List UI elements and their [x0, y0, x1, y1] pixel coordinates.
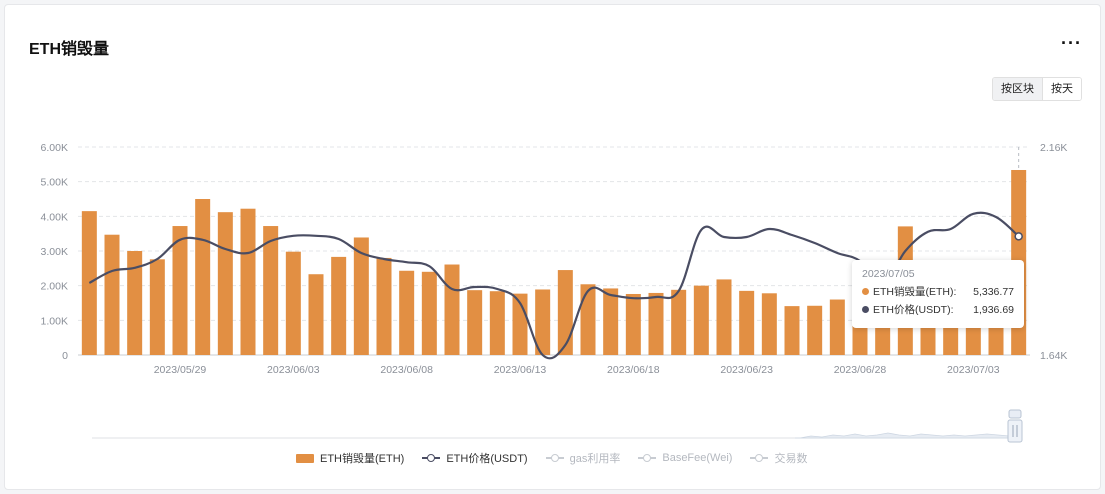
legend-label-gas: gas利用率 — [569, 453, 621, 465]
bar — [739, 290, 755, 355]
x-tick-label: 2023/06/23 — [720, 364, 773, 376]
toggle-by-block[interactable]: 按区块 — [993, 78, 1042, 100]
bar — [353, 237, 369, 355]
bar — [693, 285, 709, 355]
bar — [557, 270, 573, 355]
x-tick-label: 2023/06/08 — [380, 364, 433, 376]
legend-label-tx: 交易数 — [774, 453, 808, 465]
bar — [149, 259, 165, 355]
y-right-tick-label: 1.64K — [1040, 350, 1067, 362]
bar — [376, 257, 392, 355]
y-left-tick-label: 1.00K — [41, 315, 68, 327]
y-left-tick-label: 0 — [62, 350, 68, 362]
zoom-slider[interactable] — [92, 409, 1023, 443]
legend-item-price[interactable]: ETH价格(USDT) — [422, 450, 528, 466]
legend-label-basefee: BaseFee(Wei) — [662, 452, 733, 464]
y-right-axis: 1.64K 2.16K — [1040, 142, 1067, 362]
y-left-tick-label: 5.00K — [41, 177, 68, 189]
legend-item-tx[interactable]: 交易数 — [750, 450, 807, 466]
tooltip-value-burn: 5,336.77 — [973, 285, 1014, 298]
tooltip-row-price: ETH价格(USDT): 1,936.69 — [862, 302, 1014, 317]
legend-item-basefee[interactable]: BaseFee(Wei) — [638, 452, 732, 464]
bar — [761, 293, 777, 355]
more-options-button[interactable]: ··· — [1061, 33, 1082, 53]
tooltip-dot-price — [862, 306, 869, 313]
y-right-tick-label: 2.16K — [1040, 142, 1067, 154]
zoom-handle-top — [1008, 409, 1022, 419]
legend-swatch-tx — [750, 453, 769, 463]
x-tick-label: 2023/05/29 — [154, 364, 207, 376]
y-left-tick-label: 4.00K — [41, 211, 68, 223]
price-point-highlight — [1014, 232, 1023, 241]
bar — [172, 226, 188, 355]
tooltip-row-burn: ETH销毁量(ETH): 5,336.77 — [862, 284, 1014, 299]
zoom-mini-area — [795, 432, 1011, 439]
zoom-handle — [1007, 419, 1023, 443]
bar — [195, 199, 211, 355]
bar — [217, 212, 233, 355]
tooltip-value-price: 1,936.69 — [973, 303, 1014, 316]
legend-swatch-basefee — [638, 453, 657, 463]
legend-item-gas[interactable]: gas利用率 — [545, 450, 621, 466]
bar — [807, 305, 823, 355]
y-left-tick-label: 2.00K — [41, 281, 68, 293]
bar — [263, 226, 279, 355]
x-tick-label: 2023/06/28 — [834, 364, 887, 376]
bar — [240, 208, 256, 355]
legend-label-burn: ETH销毁量(ETH) — [320, 453, 405, 465]
x-axis: 2023/05/29 2023/06/03 2023/06/08 2023/06/13… — [154, 364, 1000, 376]
tooltip-label-price: ETH价格(USDT): — [873, 304, 954, 316]
granularity-toggle: 按区块 按天 — [992, 77, 1082, 101]
bar — [829, 299, 845, 355]
bar — [399, 270, 415, 355]
bar — [81, 211, 97, 355]
bar — [421, 271, 437, 355]
bar — [467, 290, 483, 355]
bar — [331, 256, 347, 355]
bar — [603, 288, 619, 355]
y-left-tick-label: 3.00K — [41, 246, 68, 258]
legend-swatch-burn — [296, 453, 314, 463]
chart-title: ETH销毁量 — [29, 41, 110, 58]
bar — [535, 289, 551, 355]
x-tick-label: 2023/07/03 — [947, 364, 1000, 376]
bar — [285, 251, 301, 355]
legend-swatch-gas — [545, 453, 564, 463]
y-left-tick-label: 6.00K — [41, 142, 68, 154]
bar — [648, 292, 664, 355]
tooltip-date: 2023/07/05 — [862, 268, 915, 280]
chart-legend: ETH销毁量(ETH) ETH价格(USDT) gas利用率 BaseFee(W… — [296, 450, 807, 466]
tooltip-label-burn: ETH销毁量(ETH): — [873, 286, 957, 298]
bar — [784, 306, 800, 355]
bar — [671, 289, 687, 355]
x-tick-label: 2023/06/03 — [267, 364, 320, 376]
bar — [308, 274, 324, 355]
bar — [716, 279, 732, 355]
bar — [127, 251, 143, 355]
legend-item-burn[interactable]: ETH销毁量(ETH) — [296, 450, 404, 466]
legend-label-price: ETH价格(USDT) — [446, 453, 528, 465]
bar — [104, 234, 120, 355]
x-tick-label: 2023/06/13 — [494, 364, 547, 376]
tooltip-dot-burn — [862, 288, 869, 295]
bar — [489, 291, 505, 355]
bar — [444, 264, 460, 355]
x-tick-label: 2023/06/18 — [607, 364, 660, 376]
legend-swatch-price — [422, 453, 441, 463]
toggle-by-day[interactable]: 按天 — [1042, 78, 1081, 100]
y-left-axis: 0 1.00K 2.00K 3.00K 4.00K 5.00K 6.00K — [41, 142, 69, 362]
bar — [580, 284, 596, 355]
data-tooltip: 2023/07/05 ETH销毁量(ETH): 5,336.77 ETH价格(U… — [852, 260, 1024, 328]
bar — [625, 293, 641, 355]
